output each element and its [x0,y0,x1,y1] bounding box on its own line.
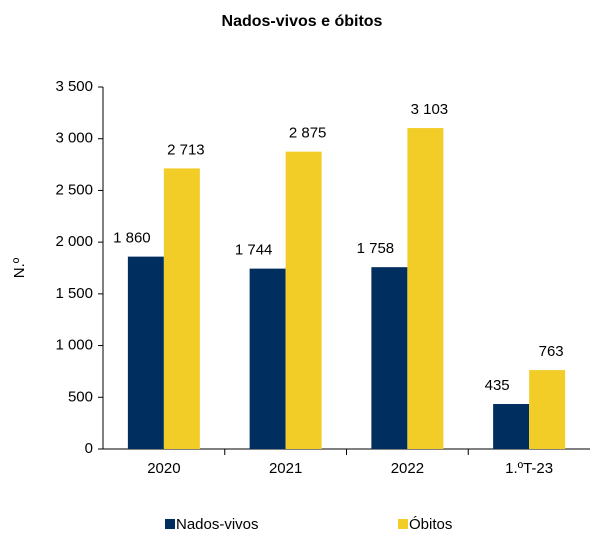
bar [529,370,566,449]
y-tick-label: 3 500 [55,78,93,95]
y-axis-label: N.º [11,257,28,278]
y-tick-label: 2 500 [55,181,93,198]
legend-label: Óbitos [409,516,452,533]
x-tick-label: 2020 [147,460,180,477]
data-label: 3 103 [411,101,449,118]
y-tick-label: 3 000 [55,130,93,147]
x-tick-label: 2022 [391,460,424,477]
data-label: 1 758 [357,240,395,257]
y-tick-label: 1 500 [55,285,93,302]
data-label: 2 713 [167,141,205,158]
y-tick-label: 500 [68,388,93,405]
data-label: 2 875 [289,125,327,142]
bar [285,151,322,449]
x-tick-label: 1.ºT-23 [505,460,553,477]
x-tick-label: 2021 [269,460,302,477]
bar [493,404,530,449]
data-label: 1 744 [235,242,273,259]
y-tick-label: 1 000 [55,337,93,354]
data-label: 763 [539,343,564,360]
legend-label: Nados-vivos [176,516,259,533]
bar [407,128,444,449]
bar [163,168,200,449]
bar [127,256,164,449]
legend-swatch [398,519,408,529]
bar [249,268,286,449]
y-tick-label: 0 [85,440,93,457]
data-label: 435 [485,377,510,394]
legend-swatch [165,519,175,529]
data-label: 1 860 [113,230,151,247]
chart-title: Nados-vivos e óbitos [222,13,383,30]
bar [371,267,408,449]
y-tick-label: 2 000 [55,233,93,250]
